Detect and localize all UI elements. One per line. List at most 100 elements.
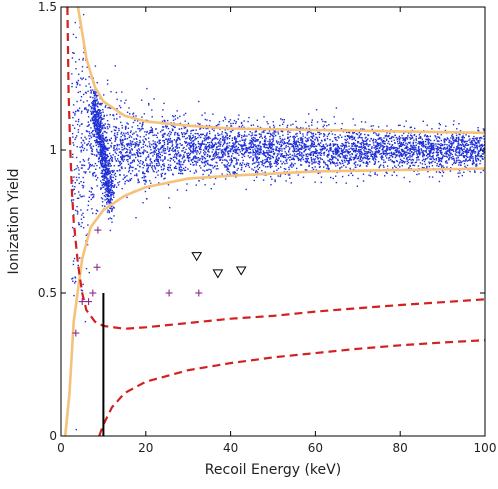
data-point — [293, 148, 295, 150]
data-point — [399, 161, 401, 163]
data-point — [482, 150, 484, 152]
data-point — [212, 113, 214, 115]
data-point — [261, 163, 263, 166]
data-point — [388, 152, 390, 155]
data-point — [308, 125, 310, 127]
data-point — [141, 163, 144, 165]
data-point — [281, 130, 283, 132]
data-point — [254, 148, 256, 150]
data-point — [95, 116, 97, 118]
data-point — [122, 149, 124, 151]
data-point — [107, 182, 109, 185]
data-point — [173, 116, 175, 118]
data-point — [218, 157, 220, 159]
data-point — [213, 153, 216, 155]
data-point — [139, 122, 141, 124]
data-point — [198, 100, 200, 103]
data-point — [142, 139, 144, 141]
data-point — [92, 133, 94, 135]
data-point — [355, 147, 357, 149]
data-point — [162, 169, 165, 171]
data-point — [396, 174, 398, 177]
data-point — [231, 129, 233, 131]
data-point — [463, 141, 465, 143]
data-point — [311, 158, 313, 161]
data-point — [85, 85, 87, 87]
data-point — [360, 150, 362, 153]
data-point — [87, 168, 89, 170]
data-point — [459, 151, 461, 154]
data-point — [250, 141, 252, 143]
data-point — [409, 126, 411, 129]
data-point — [72, 277, 74, 279]
data-point — [479, 140, 481, 142]
data-point — [184, 120, 186, 122]
data-point — [124, 138, 127, 140]
data-point — [319, 154, 321, 156]
data-point — [245, 146, 247, 149]
data-point — [115, 127, 118, 129]
data-point — [397, 143, 399, 145]
data-point — [426, 157, 428, 160]
data-point — [106, 186, 109, 189]
data-point — [130, 172, 132, 175]
data-point — [171, 128, 174, 130]
data-point — [305, 158, 308, 160]
data-point — [201, 142, 203, 145]
data-point — [231, 160, 233, 162]
data-point — [335, 148, 337, 151]
data-point — [228, 137, 231, 140]
data-point — [429, 154, 431, 156]
data-point — [271, 178, 273, 180]
data-point — [362, 142, 365, 145]
data-point — [214, 136, 216, 138]
data-point — [314, 145, 317, 147]
data-point — [232, 172, 234, 174]
data-point — [326, 135, 329, 138]
data-point — [347, 141, 349, 143]
data-point — [481, 145, 483, 147]
data-point — [243, 126, 245, 129]
data-point — [108, 211, 111, 214]
data-point — [189, 146, 192, 149]
data-point — [396, 138, 398, 141]
data-point — [280, 130, 282, 132]
data-point — [71, 85, 73, 88]
data-point — [102, 179, 104, 181]
data-point — [137, 179, 139, 182]
data-point — [200, 143, 202, 145]
data-point — [390, 140, 393, 142]
data-point — [370, 137, 372, 140]
data-point — [284, 151, 286, 153]
data-point — [171, 145, 173, 147]
data-point — [399, 158, 402, 160]
data-point — [325, 121, 327, 123]
data-point — [285, 146, 287, 148]
data-point — [124, 176, 127, 178]
data-point — [88, 167, 90, 169]
data-point — [477, 153, 479, 156]
data-point — [291, 158, 293, 160]
data-point — [180, 161, 182, 163]
data-point — [444, 160, 447, 163]
data-point — [255, 145, 257, 147]
data-point — [386, 147, 389, 149]
data-point — [464, 143, 467, 145]
data-point — [356, 133, 358, 135]
data-point — [369, 144, 371, 146]
data-point — [357, 164, 359, 166]
data-point — [90, 147, 92, 149]
data-point — [269, 132, 272, 135]
data-point — [185, 141, 187, 143]
data-point — [105, 185, 108, 187]
data-point — [455, 154, 457, 156]
data-point — [103, 115, 105, 118]
data-point — [411, 137, 414, 139]
data-point — [234, 136, 236, 138]
data-point — [91, 150, 93, 152]
data-point — [320, 176, 323, 178]
data-point — [466, 164, 469, 167]
data-point — [252, 142, 254, 144]
data-point — [192, 157, 195, 159]
data-point — [76, 146, 78, 148]
